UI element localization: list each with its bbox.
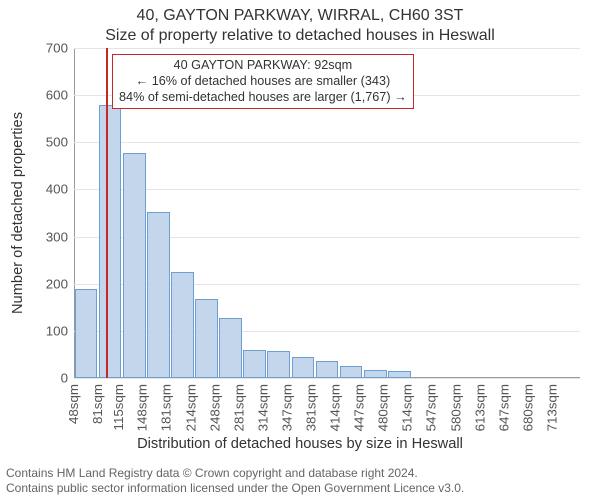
histogram-bar: [388, 371, 411, 378]
annotation-box: 40 GAYTON PARKWAY: 92sqm← 16% of detache…: [112, 54, 414, 109]
annotation-line: ← 16% of detached houses are smaller (34…: [119, 74, 407, 90]
y-tick-label: 200: [46, 276, 74, 291]
x-tick-label: 547sqm: [424, 384, 439, 431]
y-tick-label: 600: [46, 88, 74, 103]
x-tick-label: 115sqm: [111, 384, 126, 430]
footer: Contains HM Land Registry data © Crown c…: [6, 466, 464, 496]
x-tick-label: 381sqm: [303, 384, 318, 431]
histogram-bar: [364, 370, 387, 378]
plot-area: 010020030040050060070048sqm81sqm115sqm14…: [74, 48, 580, 378]
y-gridline: [74, 378, 580, 379]
y-gridline: [74, 48, 580, 49]
title-block: 40, GAYTON PARKWAY, WIRRAL, CH60 3ST Siz…: [0, 0, 600, 46]
x-tick-label: 48sqm: [66, 384, 81, 424]
x-tick-label: 314sqm: [255, 384, 270, 431]
x-tick-label: 713sqm: [544, 384, 559, 431]
x-axis-title: Distribution of detached houses by size …: [0, 436, 600, 452]
title-line-2: Size of property relative to detached ho…: [0, 26, 600, 46]
x-tick-label: 281sqm: [231, 384, 246, 431]
x-tick-label: 347sqm: [279, 384, 294, 431]
histogram-bar: [219, 318, 242, 378]
x-tick-label: 414sqm: [327, 384, 342, 431]
y-gridline: [74, 189, 580, 190]
x-tick-label: 248sqm: [207, 384, 222, 431]
x-tick-label: 480sqm: [376, 384, 391, 431]
x-tick-label: 148sqm: [135, 384, 150, 431]
histogram-bar: [316, 361, 339, 378]
annotation-line: 40 GAYTON PARKWAY: 92sqm: [119, 58, 407, 74]
histogram-bar: [171, 272, 194, 378]
histogram-bar: [147, 212, 170, 378]
x-tick-label: 647sqm: [496, 384, 511, 431]
x-tick-label: 580sqm: [448, 384, 463, 431]
histogram-bar: [267, 351, 290, 378]
x-tick-label: 613sqm: [472, 384, 487, 431]
histogram-bar: [292, 357, 315, 378]
histogram-bar: [123, 153, 146, 378]
histogram-bar: [340, 366, 363, 378]
y-tick-label: 100: [46, 323, 74, 338]
y-tick-label: 500: [46, 135, 74, 150]
x-tick-label: 214sqm: [183, 384, 198, 431]
chart-container: 40, GAYTON PARKWAY, WIRRAL, CH60 3ST Siz…: [0, 0, 600, 500]
x-tick-label: 181sqm: [159, 384, 174, 431]
histogram-bar: [243, 350, 266, 378]
y-tick-label: 400: [46, 182, 74, 197]
annotation-line: 84% of semi-detached houses are larger (…: [119, 90, 407, 106]
x-tick-label: 514sqm: [400, 384, 415, 431]
histogram-bar: [195, 299, 218, 378]
histogram-bar: [99, 105, 122, 378]
title-line-1: 40, GAYTON PARKWAY, WIRRAL, CH60 3ST: [0, 6, 600, 26]
y-axis-title: Number of detached properties: [10, 112, 26, 314]
subject-marker-line: [106, 48, 108, 378]
y-gridline: [74, 142, 580, 143]
x-tick-label: 81sqm: [90, 384, 105, 424]
x-tick-label: 680sqm: [520, 384, 535, 431]
footer-line-2: Contains public sector information licen…: [6, 481, 464, 496]
x-tick-label: 447sqm: [351, 384, 366, 431]
histogram-bar: [75, 289, 98, 378]
footer-line-1: Contains HM Land Registry data © Crown c…: [6, 466, 464, 481]
y-tick-label: 300: [46, 229, 74, 244]
y-tick-label: 700: [46, 41, 74, 56]
